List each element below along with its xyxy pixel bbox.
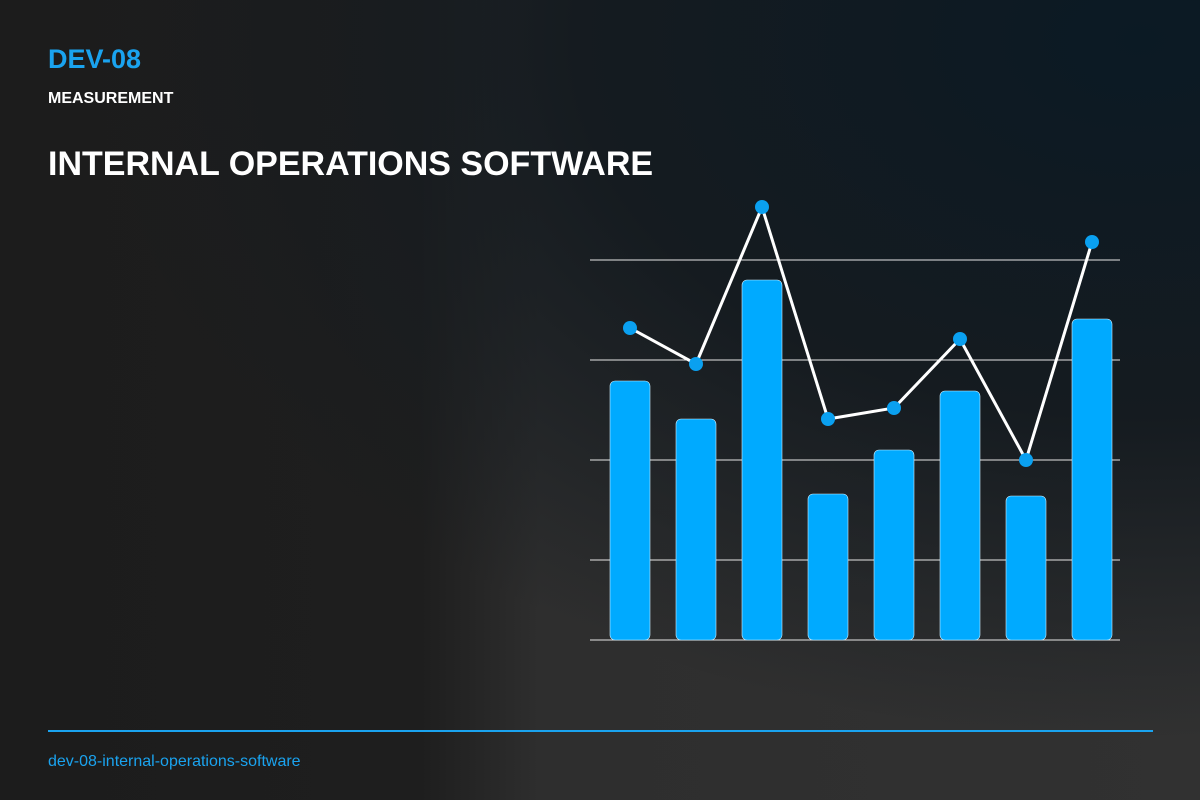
line-point xyxy=(1085,235,1099,249)
bar xyxy=(873,449,915,641)
bar xyxy=(741,279,783,641)
line-point xyxy=(821,412,835,426)
code: DEV-08 xyxy=(48,44,142,74)
bar xyxy=(807,493,849,641)
bar xyxy=(939,390,981,641)
title: INTERNAL OPERATIONS SOFTWARE xyxy=(48,145,654,183)
line-point xyxy=(953,332,967,346)
line-point xyxy=(623,321,637,335)
line xyxy=(629,202,1094,464)
line-point xyxy=(887,401,901,415)
line-point xyxy=(689,357,703,371)
line-point xyxy=(755,200,769,214)
bar xyxy=(1005,495,1047,641)
category: MEASUREMENT xyxy=(48,90,174,107)
bar xyxy=(675,418,717,641)
line-point xyxy=(1019,453,1033,467)
divider xyxy=(48,730,1153,732)
bar xyxy=(1071,318,1113,641)
slug: dev-08-internal-operations-software xyxy=(48,753,301,770)
bar xyxy=(609,380,651,641)
